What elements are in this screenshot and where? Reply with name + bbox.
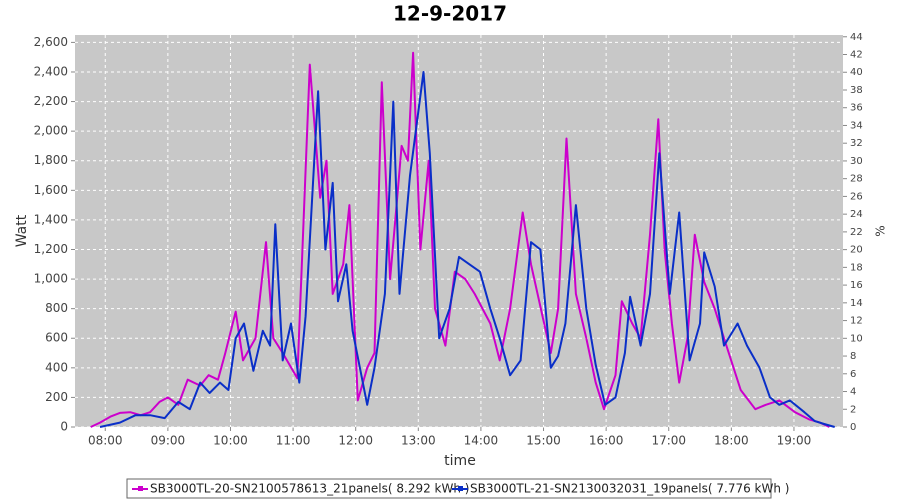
legend-marker — [458, 486, 463, 491]
y2-tick-label: 36 — [850, 103, 863, 114]
y2-tick-label: 2 — [850, 404, 856, 415]
x-tick-label: 14:00 — [464, 434, 499, 448]
y2-tick-label: 14 — [850, 298, 863, 309]
y2-tick-label: 38 — [850, 85, 863, 96]
y-tick-label: 1,800 — [34, 153, 68, 167]
y2-tick-label: 44 — [850, 32, 863, 43]
x-tick-label: 15:00 — [526, 434, 561, 448]
x-axis-label: time — [444, 453, 476, 469]
y2-tick-label: 34 — [850, 120, 863, 131]
y2-tick-label: 0 — [850, 422, 856, 433]
y-tick-label: 400 — [45, 360, 68, 374]
chart-title: 12-9-2017 — [393, 2, 507, 26]
y-tick-label: 600 — [45, 331, 68, 345]
x-tick-label: 08:00 — [88, 434, 123, 448]
x-tick-label: 11:00 — [276, 434, 311, 448]
y2-tick-label: 10 — [850, 333, 863, 344]
legend-label: SB3000TL-20-SN2100578613_21panels( 8.292… — [150, 482, 469, 496]
series-line — [90, 51, 830, 428]
y2-tick-label: 42 — [850, 50, 863, 61]
y2-tick-label: 4 — [850, 387, 856, 398]
y2-tick-label: 12 — [850, 316, 863, 327]
x-tick-label: 16:00 — [589, 434, 624, 448]
y2-tick-label: 18 — [850, 262, 863, 273]
y2-axis-label: % — [874, 225, 888, 236]
y2-tick-label: 28 — [850, 174, 863, 185]
y2-tick-label: 30 — [850, 156, 863, 167]
y2-tick-label: 6 — [850, 369, 856, 380]
legend-marker — [138, 486, 143, 491]
y-tick-label: 1,400 — [34, 212, 68, 226]
y-tick-label: 2,200 — [34, 94, 68, 108]
y2-tick-label: 20 — [850, 245, 863, 256]
y2-tick-label: 32 — [850, 138, 863, 149]
x-tick-label: 12:00 — [338, 434, 373, 448]
legend — [126, 478, 772, 499]
y-tick-label: 800 — [45, 301, 68, 315]
x-tick-label: 17:00 — [651, 434, 686, 448]
x-tick-label: 19:00 — [777, 434, 812, 448]
y2-tick-label: 22 — [850, 227, 863, 238]
x-tick-label: 09:00 — [151, 434, 186, 448]
x-tick-label: 18:00 — [714, 434, 749, 448]
series-line — [99, 71, 835, 428]
y2-tick-label: 8 — [850, 351, 856, 362]
plot-area — [75, 35, 843, 427]
x-tick-label: 13:00 — [401, 434, 436, 448]
y-tick-label: 0 — [60, 420, 68, 434]
y-tick-label: 1,000 — [34, 272, 68, 286]
y-tick-label: 2,400 — [34, 64, 68, 78]
y2-tick-label: 24 — [850, 209, 863, 220]
y-tick-label: 2,000 — [34, 124, 68, 138]
y2-tick-label: 16 — [850, 280, 863, 291]
x-tick-label: 10:00 — [213, 434, 248, 448]
y-tick-label: 200 — [45, 390, 68, 404]
y-tick-label: 2,600 — [34, 35, 68, 49]
y2-tick-label: 26 — [850, 191, 863, 202]
y-tick-label: 1,600 — [34, 183, 68, 197]
y-tick-label: 1,200 — [34, 242, 68, 256]
y-axis-label: Watt — [14, 214, 30, 247]
y2-tick-label: 40 — [850, 67, 863, 78]
legend-label: SB3000TL-21-SN2130032031_19panels( 7.776… — [470, 482, 789, 496]
